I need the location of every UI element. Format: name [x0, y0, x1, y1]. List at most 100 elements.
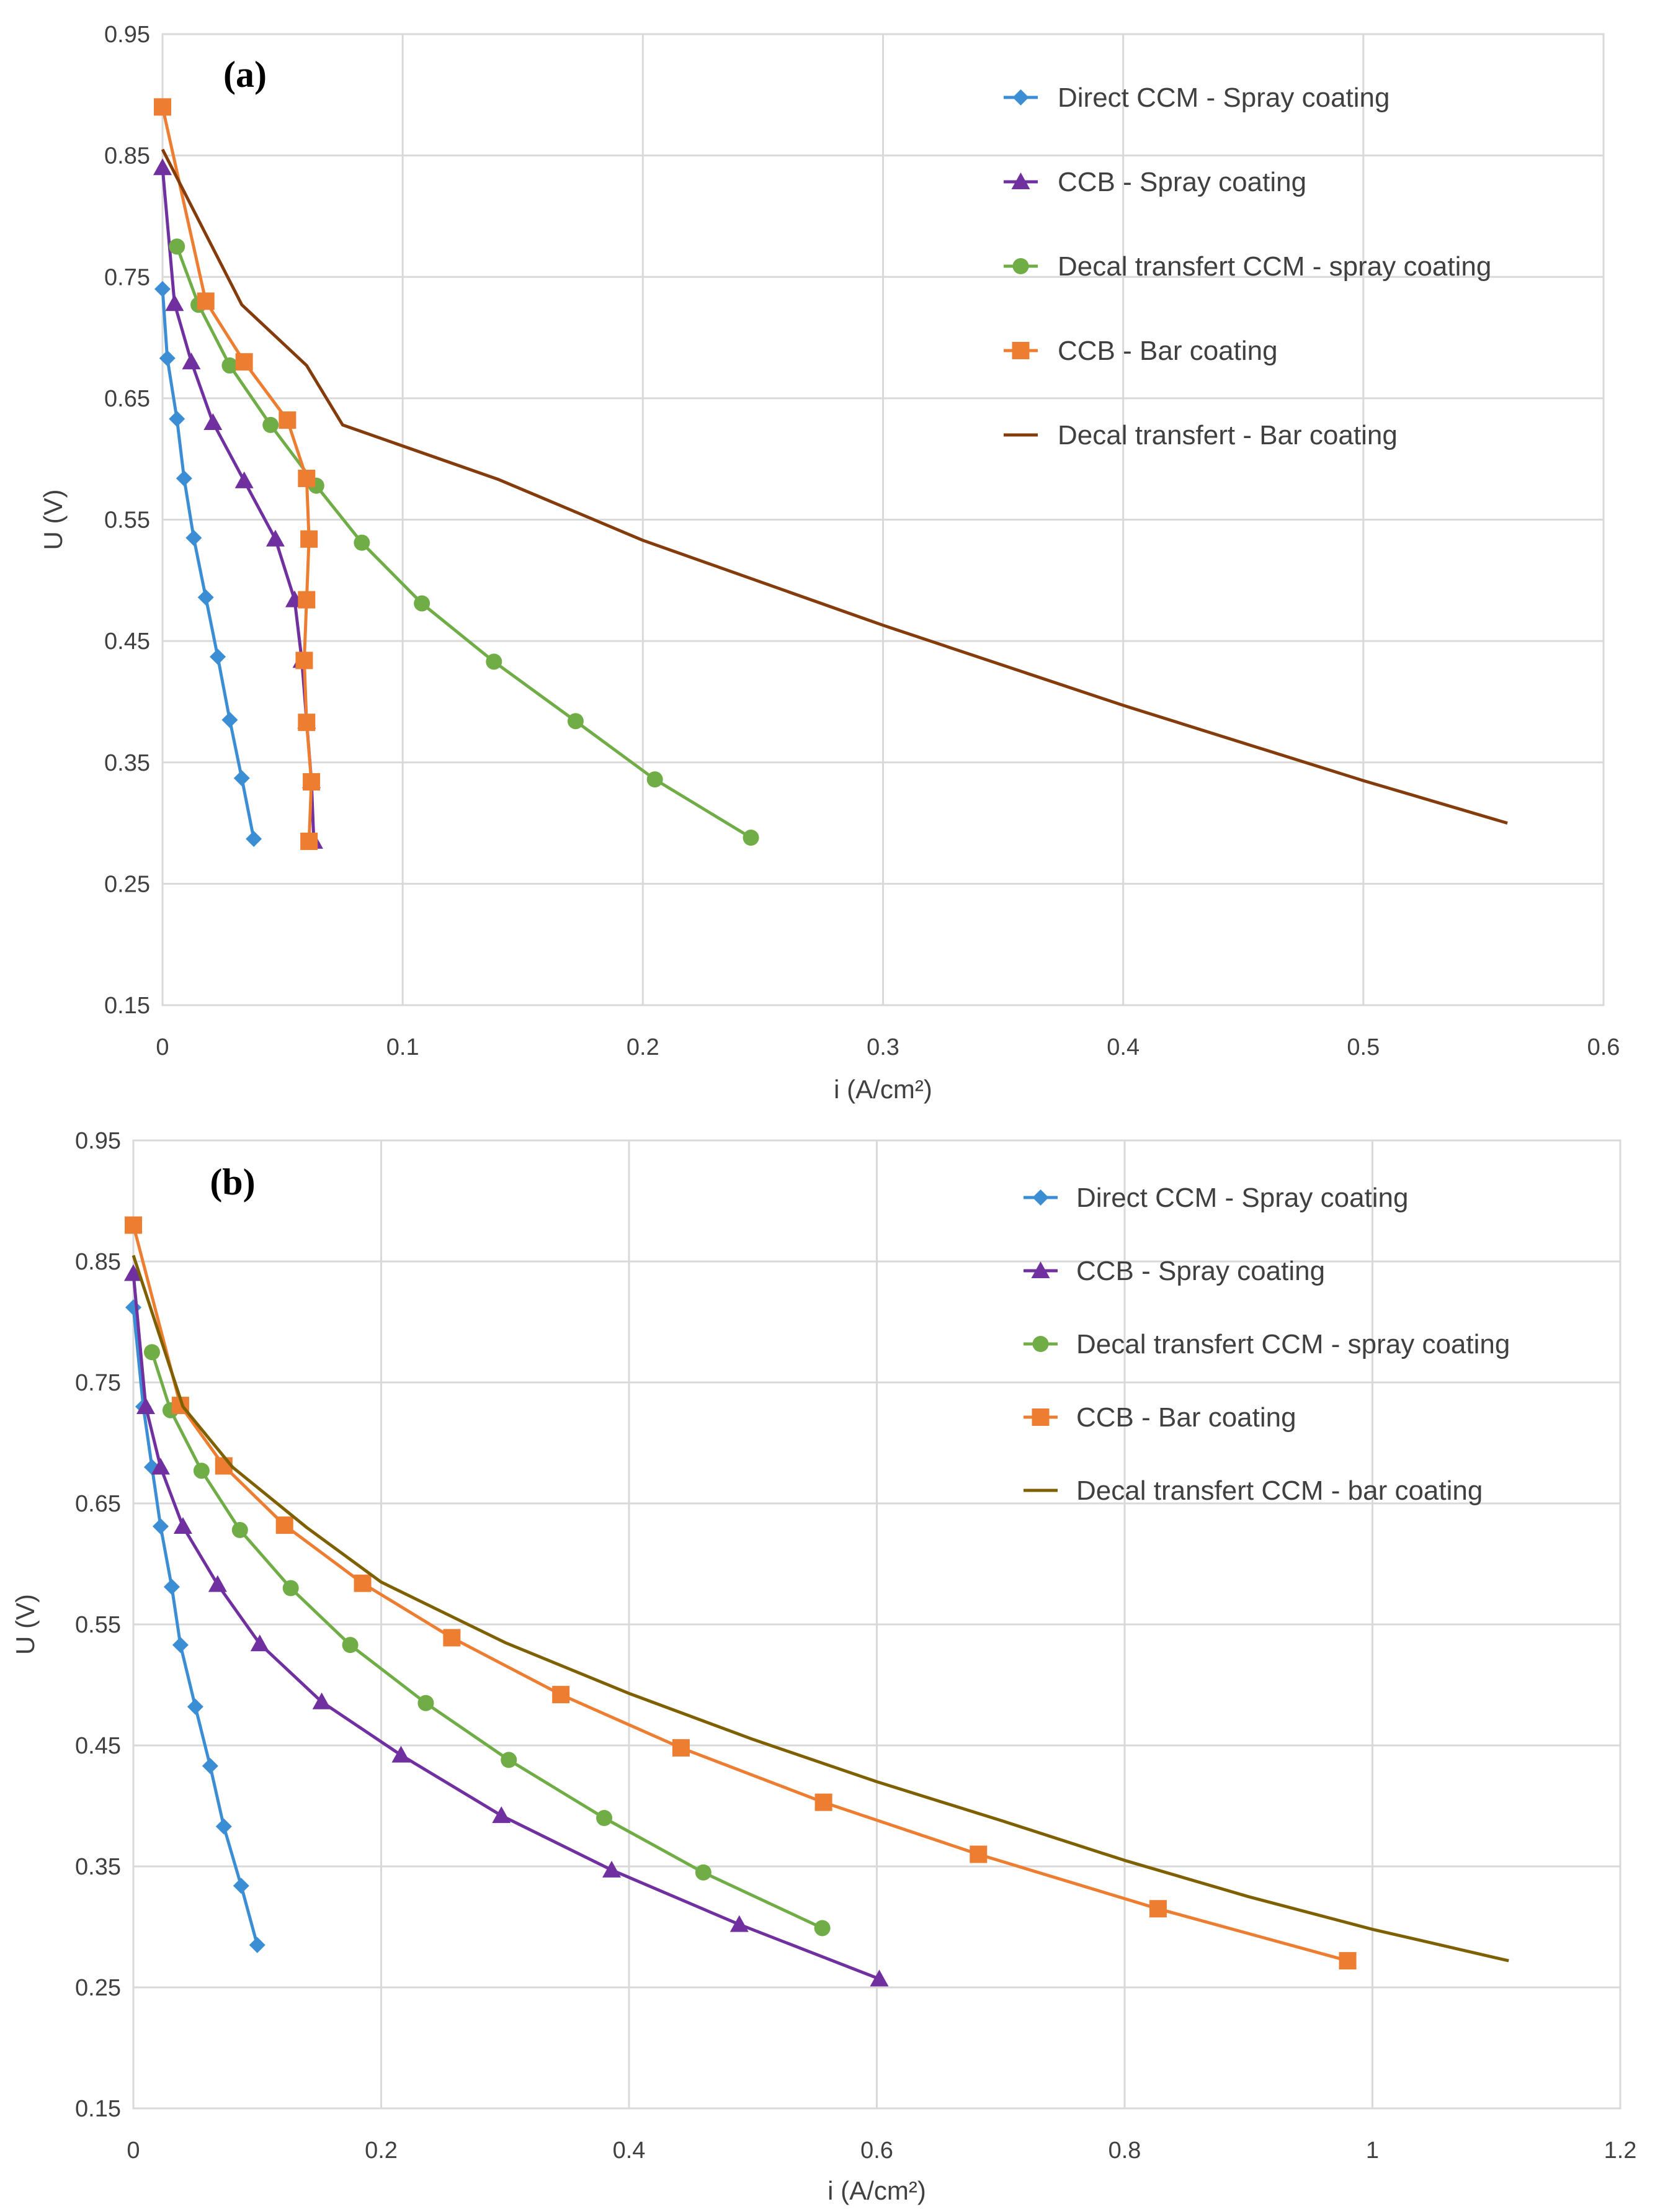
- data-point: [282, 1580, 299, 1596]
- data-point: [153, 158, 172, 176]
- data-point: [262, 416, 279, 433]
- data-point: [173, 1517, 192, 1534]
- legend-label: Decal transfert CCM - spray coating: [1058, 251, 1491, 282]
- y-tick-label: 0.75: [75, 1370, 121, 1396]
- legend-marker: [1032, 1336, 1049, 1352]
- series-3: [143, 1344, 831, 1937]
- data-point: [125, 1299, 141, 1316]
- y-tick-label: 0.35: [75, 1854, 121, 1880]
- data-point: [303, 773, 321, 791]
- data-point: [672, 1739, 690, 1757]
- legend-marker: [1012, 342, 1030, 359]
- x-tick-label: 0.5: [1347, 1034, 1380, 1060]
- y-tick-label: 0.95: [75, 1128, 121, 1154]
- legend-label: CCB - Bar coating: [1058, 336, 1278, 366]
- legend-label: Direct CCM - Spray coating: [1076, 1183, 1408, 1213]
- data-point: [552, 1686, 570, 1704]
- series-line: [150, 1351, 823, 1930]
- y-axis-label: U (V): [11, 1594, 40, 1655]
- x-tick-label: 0.8: [1109, 2138, 1141, 2164]
- data-point: [265, 529, 285, 547]
- data-point: [298, 714, 316, 732]
- y-tick-label: 0.25: [75, 1975, 121, 2001]
- data-point: [354, 534, 370, 551]
- data-point: [246, 830, 262, 847]
- data-point: [970, 1845, 988, 1863]
- data-point: [492, 1806, 511, 1824]
- data-point: [414, 595, 430, 612]
- series-line: [175, 246, 752, 840]
- data-point: [163, 1578, 180, 1595]
- data-point: [646, 771, 663, 788]
- data-point: [233, 1878, 249, 1894]
- data-point: [354, 1574, 372, 1592]
- data-point: [417, 1695, 434, 1711]
- series-line: [132, 1307, 259, 1946]
- data-point: [187, 1698, 203, 1715]
- x-axis-label: i (A/cm²): [834, 1075, 932, 1104]
- series-4: [154, 98, 321, 850]
- data-point: [203, 413, 223, 430]
- x-tick-label: 0.3: [867, 1034, 899, 1060]
- data-point: [870, 1969, 889, 1987]
- data-point: [486, 653, 502, 670]
- x-tick-label: 0.4: [1107, 1034, 1140, 1060]
- data-point: [298, 591, 316, 609]
- data-point: [729, 1915, 749, 1932]
- panel-label: (b): [210, 1162, 255, 1202]
- data-point: [312, 1692, 331, 1709]
- data-point: [231, 1521, 248, 1538]
- data-point: [443, 1629, 461, 1647]
- y-tick-label: 0.15: [75, 2096, 121, 2122]
- series-line: [161, 289, 256, 840]
- series-line: [132, 1255, 1509, 1963]
- legend-item: Decal transfert - Bar coating: [1004, 420, 1398, 450]
- data-point: [249, 1937, 265, 1953]
- y-tick-label: 0.55: [75, 1612, 121, 1638]
- series-2: [153, 158, 323, 849]
- data-point: [695, 1864, 712, 1881]
- data-point: [210, 648, 226, 665]
- legend-item: Direct CCM - Spray coating: [1024, 1183, 1408, 1213]
- data-point: [172, 1637, 189, 1654]
- x-tick-label: 0.2: [627, 1034, 659, 1060]
- x-tick-label: 0.4: [613, 2138, 646, 2164]
- data-point: [182, 352, 201, 370]
- series-5: [161, 148, 1508, 825]
- data-point: [165, 294, 184, 311]
- data-point: [250, 1634, 269, 1652]
- legend-label: Direct CCM - Spray coating: [1058, 83, 1390, 113]
- data-point: [1339, 1952, 1357, 1970]
- data-point: [300, 832, 318, 850]
- data-point: [567, 713, 584, 730]
- series-line: [161, 148, 1508, 825]
- data-point: [596, 1810, 613, 1826]
- data-point: [814, 1920, 831, 1937]
- legend-marker: [1032, 1408, 1050, 1426]
- data-point: [136, 1397, 155, 1414]
- chart-panel-b: 0.15 0.25 0.35 0.45 0.55 0.65 0.75 0.85 0.95 0 0.2…: [11, 1128, 1636, 2205]
- x-tick-label: 0.6: [1587, 1034, 1620, 1060]
- legend-label: Decal transfert CCM - spray coating: [1076, 1329, 1510, 1359]
- y-tick-label: 0.55: [104, 508, 150, 534]
- data-point: [234, 471, 254, 488]
- data-point: [215, 1818, 232, 1835]
- data-point: [124, 1264, 143, 1281]
- legend-item: Decal transfert CCM - spray coating: [1004, 251, 1491, 282]
- y-tick-label: 0.65: [104, 386, 150, 412]
- legend-label: Decal transfert CCM - bar coating: [1076, 1475, 1483, 1506]
- legend-marker: [1012, 89, 1029, 105]
- legend-marker: [1031, 1261, 1050, 1278]
- legend-item: CCB - Spray coating: [1004, 167, 1306, 197]
- y-tick-label: 0.75: [104, 264, 150, 290]
- data-point: [501, 1752, 517, 1768]
- data-point: [221, 357, 238, 374]
- data-point: [602, 1860, 622, 1878]
- data-point: [125, 1216, 142, 1234]
- series-line: [132, 1273, 880, 1981]
- data-point: [235, 353, 253, 371]
- x-tick-label: 0.6: [860, 2138, 893, 2164]
- data-point: [814, 1793, 832, 1811]
- x-tick-label: 0: [156, 1034, 169, 1060]
